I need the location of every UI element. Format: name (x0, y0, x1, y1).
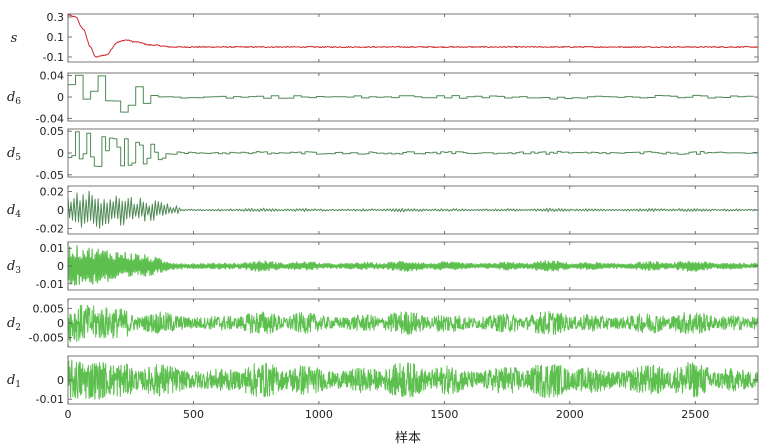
y-tick-label: 0.1 (47, 31, 65, 44)
series-line-d2 (68, 304, 758, 343)
panel-label-d5: d5 (7, 146, 21, 163)
panel-frame (67, 128, 759, 178)
panel-label-d2: d2 (7, 316, 21, 333)
y-tick-label: 0.02 (40, 186, 65, 199)
x-tick-label: 500 (183, 408, 204, 421)
panel-d3: 0.01 0 -0.01 d3 (7, 241, 759, 291)
series-line-d3 (68, 245, 758, 286)
y-tick-label: -0.04 (36, 112, 64, 125)
x-axis: 0 500 1000 1500 2000 2500 (65, 408, 710, 421)
panel-s: 0.3 0.1 -0.1 s (11, 11, 759, 64)
y-tick-label: 0 (57, 91, 64, 104)
panel-label-d4: d4 (7, 203, 21, 220)
series-line-d4 (68, 190, 758, 229)
y-tick-label: 0 (57, 317, 64, 330)
series-line-d1 (68, 359, 758, 400)
series-line-d6 (68, 74, 754, 113)
y-tick-label: 0.05 (40, 125, 65, 138)
panel-d1: 0 -0.01 d1 (7, 355, 759, 406)
y-tick-label: 0.01 (40, 242, 65, 255)
y-tick-label: -0.05 (36, 169, 64, 182)
panel-d2: 0.005 0 -0.005 d2 (7, 298, 759, 348)
panel-label-d3: d3 (7, 259, 21, 276)
y-tick-label: 0 (57, 374, 64, 387)
x-tick-label: 0 (65, 408, 72, 421)
x-tick-label: 1500 (430, 408, 458, 421)
panels-layer: 0.30.1-0.1s0.040-0.04d60.050-0.05d50.020… (7, 11, 759, 406)
y-tick-label: 0.005 (33, 302, 65, 315)
panel-frame (67, 13, 759, 63)
y-tick-label: 0 (57, 147, 64, 160)
y-tick-label: -0.02 (36, 222, 64, 235)
y-tick-label: -0.005 (29, 332, 64, 345)
series-line-s (68, 14, 758, 58)
y-tick-label: 0 (57, 204, 64, 217)
y-tick-label: -0.01 (36, 393, 64, 406)
x-tick-label: 1000 (305, 408, 333, 421)
y-tick-label: 0 (57, 260, 64, 273)
series-line-d5 (68, 131, 758, 167)
panel-label-d1: d1 (7, 373, 21, 390)
y-tick-label: -0.01 (36, 278, 64, 291)
x-tick-label: 2500 (681, 408, 709, 421)
panel-label-d6: d6 (7, 90, 21, 107)
x-axis-label: 样本 (395, 431, 421, 446)
y-tick-label: 0.3 (47, 11, 65, 24)
panel-d5: 0.05 0 -0.05 d5 (7, 125, 759, 182)
panel-d6: 0.04 0 -0.04 d6 (7, 70, 759, 125)
y-tick-label: -0.1 (43, 51, 64, 64)
panel-label-s: s (11, 31, 18, 46)
x-tick-label: 2000 (556, 408, 584, 421)
y-tick-label: 0.04 (40, 70, 65, 83)
panel-d4: 0.02 0 -0.02 d4 (7, 186, 759, 235)
